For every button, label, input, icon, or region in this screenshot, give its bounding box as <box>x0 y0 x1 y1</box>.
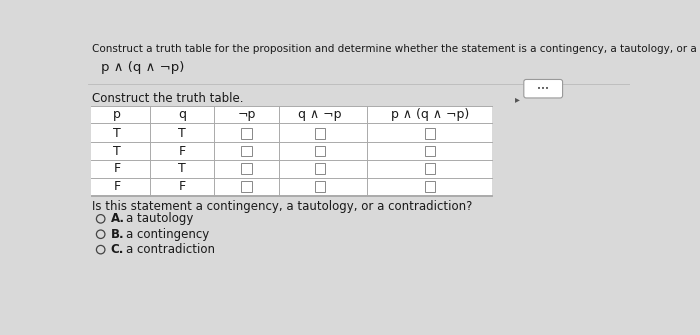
Text: a contingency: a contingency <box>126 228 209 241</box>
Bar <box>314 128 326 139</box>
Text: F: F <box>178 180 186 193</box>
Text: p ∧ (q ∧ ¬p): p ∧ (q ∧ ¬p) <box>102 61 185 74</box>
Text: T: T <box>178 162 186 175</box>
Circle shape <box>97 230 105 239</box>
Bar <box>425 146 435 156</box>
Text: F: F <box>113 162 120 175</box>
Circle shape <box>97 246 105 254</box>
Text: T: T <box>113 127 121 140</box>
Bar <box>425 163 435 174</box>
Circle shape <box>97 215 105 223</box>
Text: a contradiction: a contradiction <box>126 243 216 256</box>
Bar <box>90 106 492 196</box>
Text: A.: A. <box>111 212 125 225</box>
Bar <box>241 128 252 139</box>
Text: Construct a truth table for the proposition and determine whether the statement : Construct a truth table for the proposit… <box>92 44 700 54</box>
Bar <box>314 181 326 192</box>
FancyBboxPatch shape <box>524 79 563 98</box>
Bar <box>425 181 435 192</box>
Text: F: F <box>178 145 186 157</box>
Text: •••: ••• <box>537 86 550 92</box>
Bar <box>241 181 252 192</box>
Text: a tautology: a tautology <box>126 212 194 225</box>
Text: p: p <box>113 109 121 121</box>
Bar <box>425 128 435 139</box>
Text: Is this statement a contingency, a tautology, or a contradiction?: Is this statement a contingency, a tauto… <box>92 200 472 213</box>
Text: ▸: ▸ <box>515 94 520 104</box>
Text: p ∧ (q ∧ ¬p): p ∧ (q ∧ ¬p) <box>391 109 469 121</box>
Bar <box>314 163 326 174</box>
Text: q ∧ ¬p: q ∧ ¬p <box>298 109 342 121</box>
Text: T: T <box>113 145 121 157</box>
Bar <box>314 146 326 156</box>
Text: ¬p: ¬p <box>237 109 256 121</box>
Text: q: q <box>178 109 186 121</box>
Text: B.: B. <box>111 228 125 241</box>
Text: Construct the truth table.: Construct the truth table. <box>92 92 244 105</box>
Text: F: F <box>113 180 120 193</box>
Bar <box>241 146 252 156</box>
Text: C.: C. <box>111 243 124 256</box>
Text: T: T <box>178 127 186 140</box>
Bar <box>241 163 252 174</box>
